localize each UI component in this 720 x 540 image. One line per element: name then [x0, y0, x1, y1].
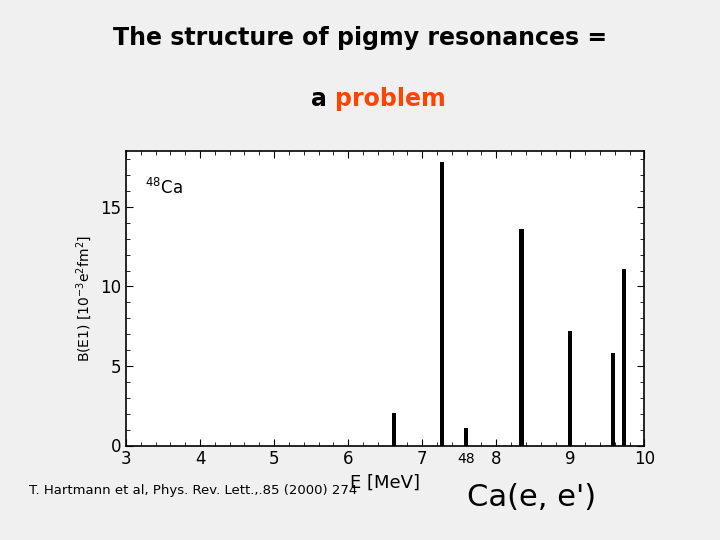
Bar	[440, 163, 444, 446]
Text: 48: 48	[457, 453, 474, 466]
Text: The structure of pigmy resonances =: The structure of pigmy resonances =	[113, 26, 607, 50]
Text: a: a	[310, 87, 335, 111]
Bar	[464, 428, 468, 446]
Bar	[611, 353, 616, 446]
Y-axis label: B(E1) $[10^{-3}$e$^{2}$fm$^{2}]$: B(E1) $[10^{-3}$e$^{2}$fm$^{2}]$	[75, 235, 94, 362]
Bar	[568, 331, 572, 445]
Text: T. Hartmann et al, Phys. Rev. Lett.,.85 (2000) 274: T. Hartmann et al, Phys. Rev. Lett.,.85 …	[29, 484, 357, 497]
Bar	[519, 229, 523, 446]
Text: problem: problem	[335, 87, 446, 111]
Bar	[392, 413, 396, 446]
X-axis label: E [MeV]: E [MeV]	[350, 474, 420, 492]
Text: $^{48}$Ca: $^{48}$Ca	[145, 178, 182, 198]
Bar	[621, 269, 626, 446]
Text: Ca(e, e'): Ca(e, e')	[467, 483, 595, 512]
